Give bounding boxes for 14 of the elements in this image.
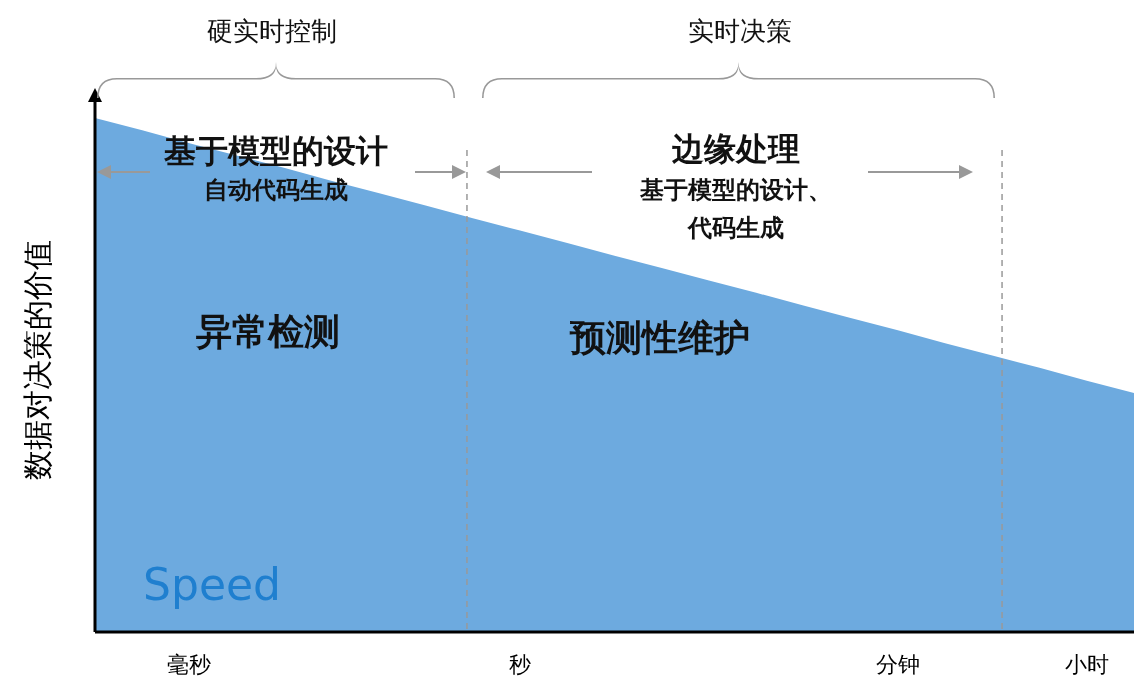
x-tick-label: 分钟	[875, 652, 920, 677]
annotation: 代码生成	[687, 214, 784, 242]
annotation: Speed	[143, 559, 281, 610]
annotation: 预测性维护	[569, 317, 750, 358]
x-tick-label: 毫秒	[167, 652, 212, 677]
x-tick-label: 小时	[1064, 652, 1109, 677]
annotation: 异常检测	[195, 311, 340, 352]
annotation: 基于模型的设计、	[639, 176, 832, 204]
annotation: 自动代码生成	[204, 176, 348, 204]
y-axis-title: 数据对决策的价值	[20, 240, 55, 480]
text: 实时决策	[688, 16, 792, 46]
x-tick-label: 秒	[509, 652, 532, 677]
text: 硬实时控制	[207, 16, 337, 46]
annotation: 边缘处理	[671, 130, 800, 168]
